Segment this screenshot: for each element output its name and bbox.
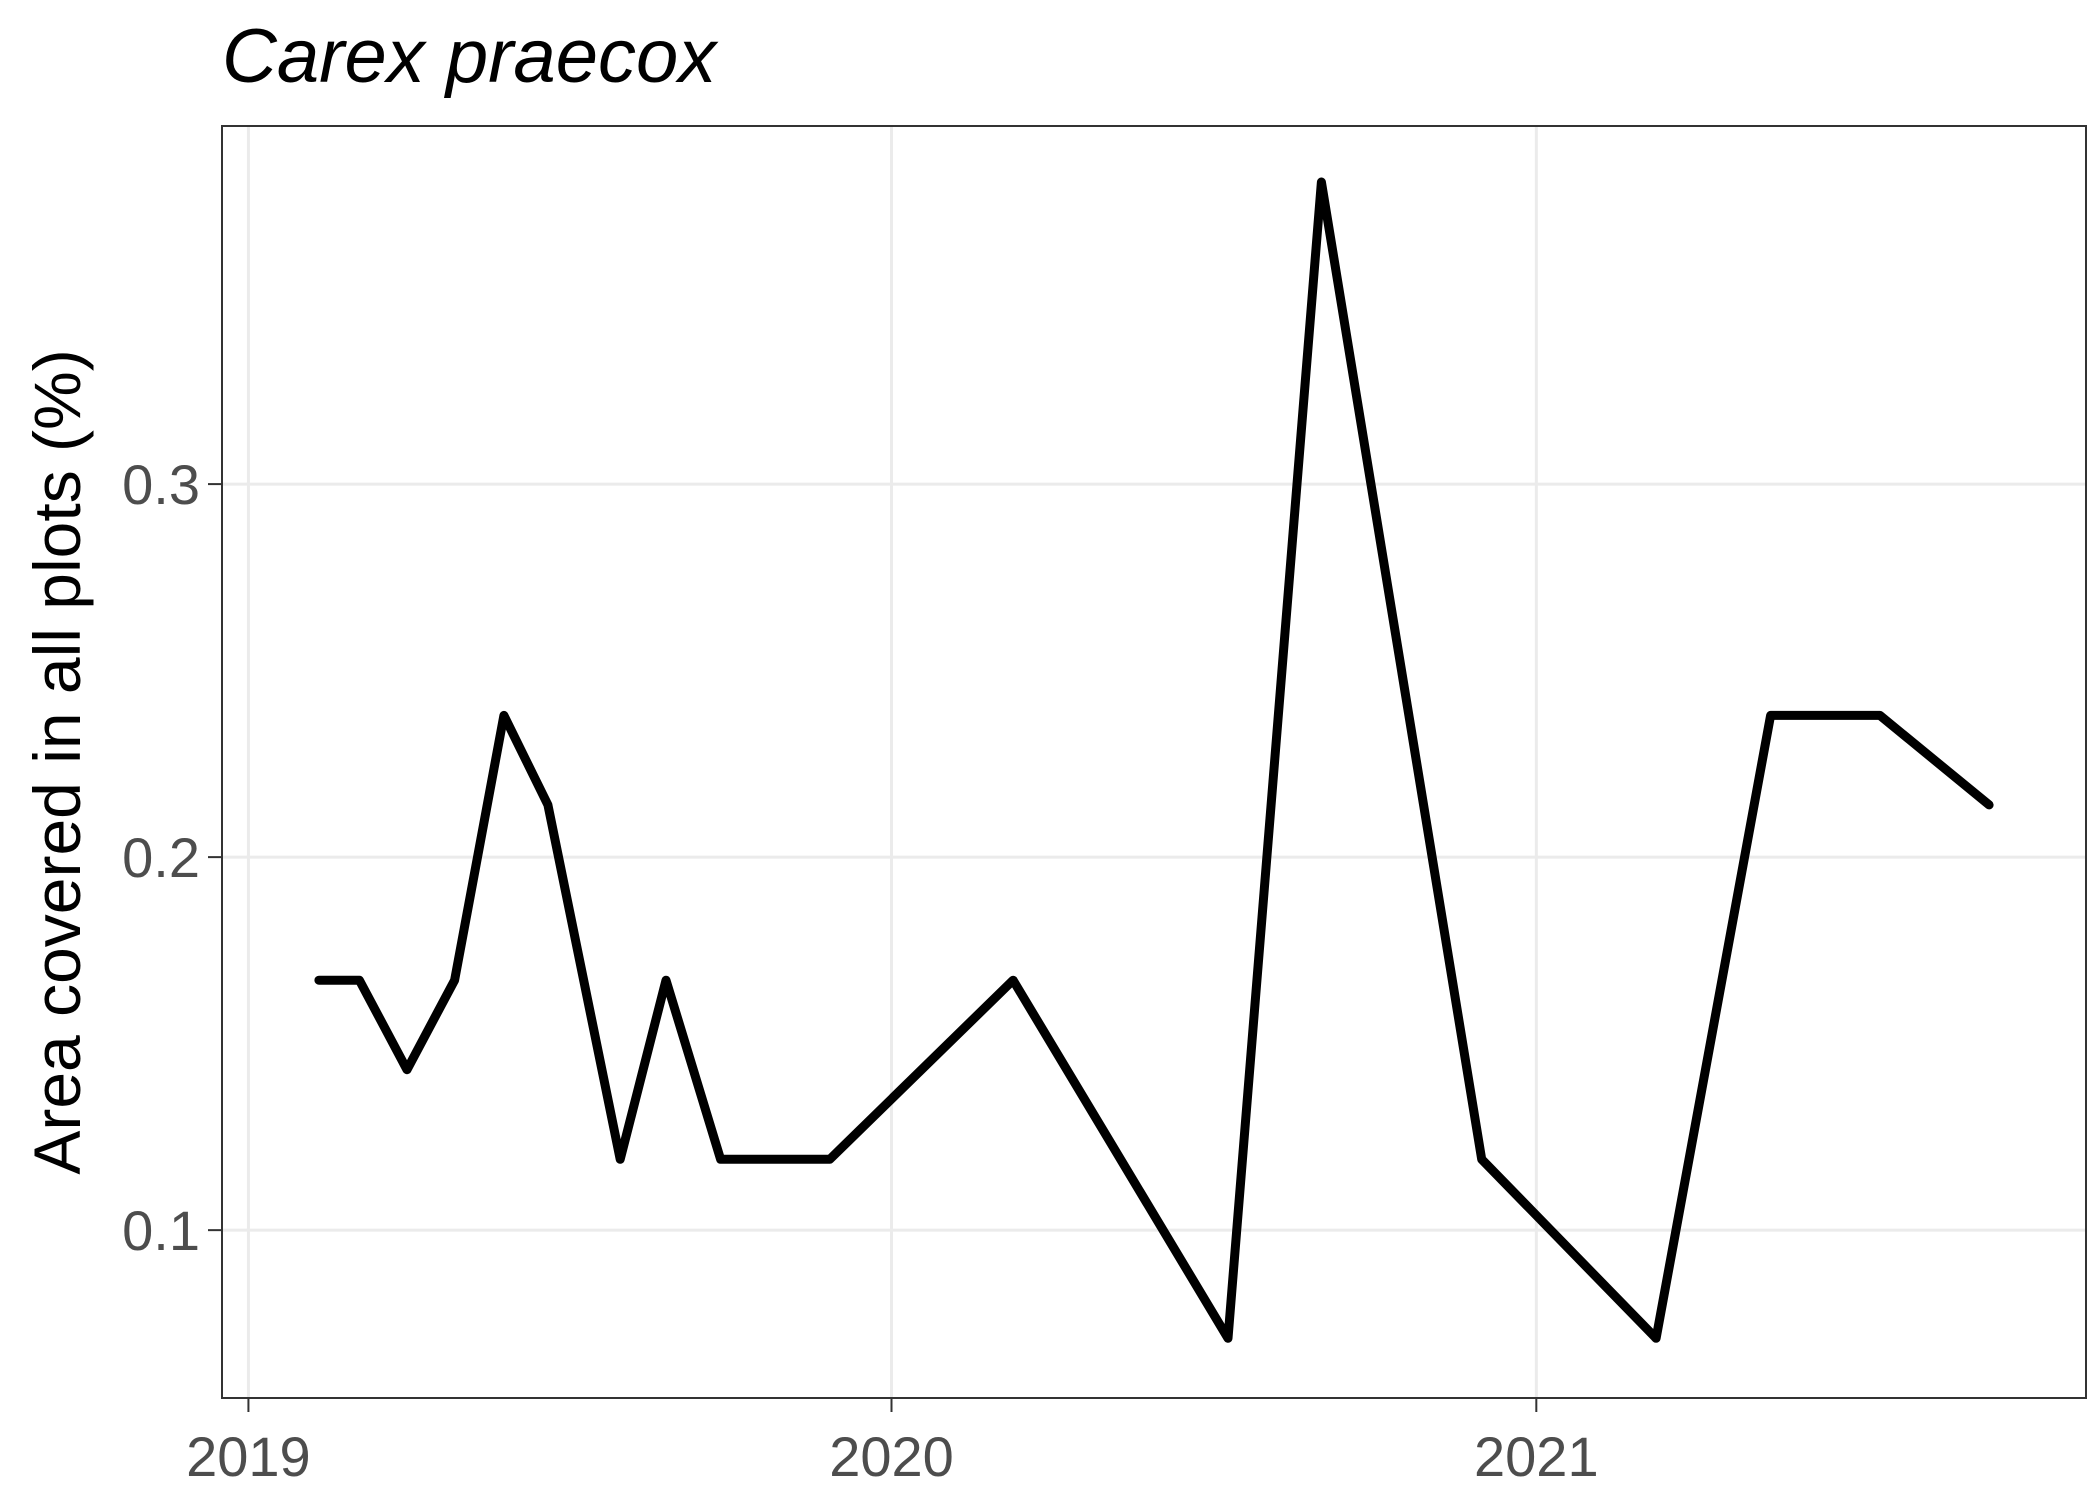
series-layer bbox=[314, 177, 1994, 1343]
y-tick-label: 0.1 bbox=[122, 1199, 200, 1262]
chart-title: Carex praecox bbox=[222, 14, 719, 99]
x-tick-label: 2020 bbox=[829, 1425, 954, 1488]
y-tick-label: 0.2 bbox=[122, 826, 200, 889]
y-axis-tick-labels: 0.1 0.2 0.3 bbox=[122, 453, 200, 1262]
series-line bbox=[314, 177, 1994, 1343]
x-axis-tick-labels: 2019 2020 2021 bbox=[186, 1425, 1598, 1488]
x-tick-label: 2019 bbox=[186, 1425, 311, 1488]
x-tick-label: 2021 bbox=[1474, 1425, 1599, 1488]
axis-ticks bbox=[208, 483, 1538, 1412]
grid bbox=[222, 126, 2086, 1398]
y-axis-title: Area covered in all plots (%) bbox=[20, 349, 94, 1174]
y-tick-label: 0.3 bbox=[122, 453, 200, 516]
panel-border bbox=[221, 125, 2087, 1399]
